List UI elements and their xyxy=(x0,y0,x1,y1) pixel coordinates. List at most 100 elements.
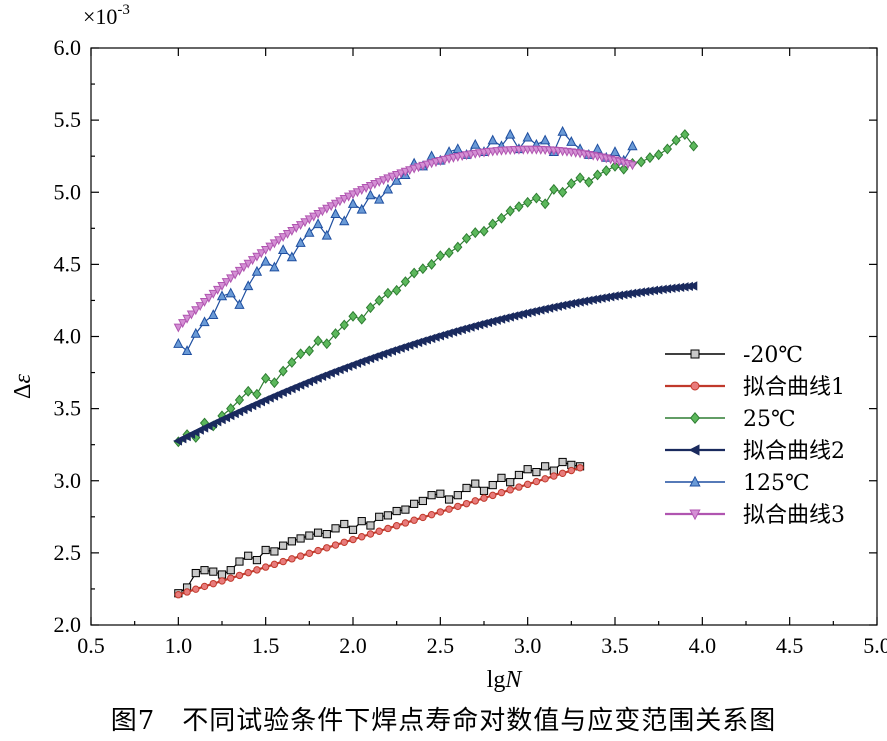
fit-point xyxy=(288,555,296,563)
fit-point xyxy=(253,566,261,574)
fit-point xyxy=(261,245,271,255)
data-point xyxy=(452,143,463,154)
data-point xyxy=(181,345,193,356)
series-line xyxy=(177,130,633,352)
fit-point xyxy=(523,480,532,489)
data-point xyxy=(558,457,567,467)
data-point xyxy=(252,555,262,565)
axes: 0.5 1.0 1.5 2.0 2.5 3.0 3.5 4.0 4.5 5.0 2.0 2.5 3.0 3… xyxy=(10,2,887,693)
y-tick-label: 4.0 xyxy=(54,324,82,349)
fit-point xyxy=(234,266,245,276)
series-layer xyxy=(173,125,699,599)
data-point xyxy=(470,138,481,149)
data-point xyxy=(305,531,314,540)
data-point xyxy=(348,525,358,534)
data-point xyxy=(601,165,611,177)
data-point xyxy=(549,183,559,195)
fit-point xyxy=(401,519,410,527)
data-point xyxy=(226,566,235,575)
data-point xyxy=(225,287,236,298)
data-point xyxy=(330,208,341,218)
fit-point xyxy=(265,242,275,252)
data-point xyxy=(680,129,690,141)
legend-marker-4 xyxy=(689,475,701,487)
data-point xyxy=(488,218,498,230)
data-point xyxy=(374,193,385,204)
data-point xyxy=(234,394,245,406)
fit-point xyxy=(317,207,328,217)
data-point xyxy=(286,251,298,262)
data-point xyxy=(304,345,314,357)
data-point xyxy=(173,337,184,348)
data-point xyxy=(321,229,332,240)
data-point xyxy=(409,267,419,279)
plot-frame xyxy=(90,47,878,626)
data-point xyxy=(427,491,436,500)
data-point xyxy=(391,174,402,185)
fit-point xyxy=(269,239,280,249)
x-tick-label: 4.5 xyxy=(776,633,804,658)
legend-label-3: 拟合曲线2 xyxy=(743,439,845,464)
fit-point xyxy=(279,557,287,566)
data-point xyxy=(514,470,524,480)
chart: 0.5 1.0 1.5 2.0 2.5 3.0 3.5 4.0 4.5 5.0 2.0 2.5 3.0 3… xyxy=(10,2,887,693)
data-point xyxy=(252,388,262,400)
legend: -20℃ 拟合曲线1 25℃ 拟合曲线2 125℃ 拟合曲线3 xyxy=(665,343,845,528)
fit-point xyxy=(323,544,331,552)
data-point xyxy=(304,226,315,237)
data-point xyxy=(216,290,228,301)
fit-point xyxy=(204,293,214,303)
fit-point xyxy=(480,494,488,502)
data-point xyxy=(200,566,209,575)
data-point xyxy=(531,192,542,204)
fit-point xyxy=(291,223,301,233)
fit-point xyxy=(278,233,288,243)
data-point xyxy=(636,156,646,168)
fit-point xyxy=(261,563,270,571)
data-point xyxy=(401,505,410,514)
fit-point xyxy=(309,212,319,222)
data-point xyxy=(557,186,568,198)
data-point xyxy=(627,140,638,151)
fit-point xyxy=(445,505,453,513)
fit-point xyxy=(427,510,436,519)
data-point xyxy=(190,327,201,338)
data-point xyxy=(645,152,655,164)
fit-point xyxy=(532,477,541,486)
fit-point xyxy=(541,475,549,483)
data-point xyxy=(366,521,375,530)
data-point xyxy=(392,506,401,516)
data-point xyxy=(313,528,323,537)
fit-point xyxy=(199,297,210,307)
y-tick-label: 5.0 xyxy=(54,179,82,204)
series-line xyxy=(177,284,694,442)
fit-point xyxy=(322,204,332,214)
data-point xyxy=(540,198,550,210)
data-point xyxy=(295,348,306,360)
series-3 xyxy=(173,281,698,446)
legend-marker-5 xyxy=(689,509,701,521)
fit-point xyxy=(274,236,284,246)
data-point xyxy=(566,178,576,190)
fit-point xyxy=(227,574,235,582)
data-point xyxy=(365,189,376,200)
y-tick-label: 3.0 xyxy=(54,468,82,493)
data-point xyxy=(260,255,271,266)
x-tick-label: 1.0 xyxy=(165,633,193,658)
data-point xyxy=(584,176,594,188)
data-point xyxy=(243,385,253,397)
fit-point xyxy=(358,533,366,541)
fit-point xyxy=(178,319,188,329)
data-point xyxy=(356,203,367,214)
fit-point xyxy=(191,306,201,316)
fit-point xyxy=(186,310,197,320)
data-point xyxy=(532,467,541,477)
y-tick-label: 2.0 xyxy=(54,612,82,637)
data-point xyxy=(479,486,489,495)
y-axis-label: Δε xyxy=(10,374,36,399)
data-point xyxy=(375,512,384,521)
series-5 xyxy=(173,145,638,333)
data-point xyxy=(505,205,515,217)
data-point xyxy=(444,247,454,259)
series-2 xyxy=(173,129,699,448)
